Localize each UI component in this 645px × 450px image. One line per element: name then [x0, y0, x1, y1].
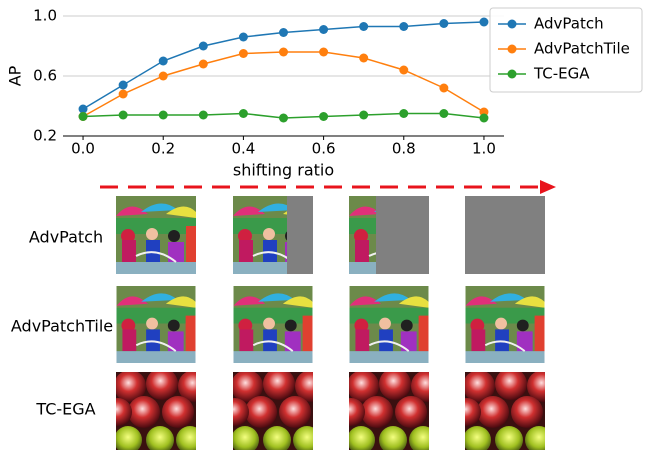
data-point: [239, 109, 248, 118]
data-point: [279, 114, 288, 123]
legend: AdvPatch AdvPatchTile TC-EGA: [490, 8, 642, 92]
x-tick-label: 1.0: [472, 140, 496, 158]
data-point: [399, 22, 408, 31]
data-point: [199, 42, 208, 51]
data-point: [119, 81, 128, 90]
data-point: [159, 72, 168, 81]
line-chart: 0.2 0.6 1.0 0.0 0.2 0.4 0.6 0.8 1.0 shifting rati…: [6, 7, 643, 180]
data-point: [399, 66, 408, 75]
legend-label: AdvPatch: [534, 15, 604, 33]
image-grid: AdvPatch AdvPatchTile TC-EGA: [11, 196, 559, 450]
y-tick-label: 0.2: [33, 127, 57, 145]
legend-marker: [508, 45, 517, 54]
legend-marker: [508, 20, 517, 29]
data-point: [439, 19, 448, 28]
y-axis-label: AP: [6, 65, 25, 86]
data-point: [239, 33, 248, 42]
data-point: [159, 57, 168, 66]
data-point: [439, 109, 448, 118]
data-point: [279, 28, 288, 37]
x-tick-label: 0.6: [312, 140, 336, 158]
data-point: [359, 54, 368, 63]
x-tick-label: 0.4: [231, 140, 255, 158]
data-point: [319, 48, 328, 57]
data-point: [479, 18, 488, 27]
data-point: [239, 49, 248, 58]
row-label: AdvPatch: [29, 228, 103, 247]
data-point: [439, 84, 448, 93]
series-line: [83, 52, 484, 117]
row-label: AdvPatchTile: [11, 317, 113, 336]
data-point: [159, 111, 168, 120]
legend-label: TC-EGA: [533, 65, 590, 83]
data-point: [319, 25, 328, 34]
data-point: [119, 90, 128, 99]
data-point: [359, 22, 368, 31]
data-point: [479, 114, 488, 123]
data-point: [359, 111, 368, 120]
data-point: [79, 112, 88, 121]
data-point: [319, 112, 328, 121]
y-tick-label: 0.6: [33, 67, 57, 85]
legend-marker: [508, 70, 517, 79]
data-point: [119, 111, 128, 120]
shift-arrow: [100, 180, 556, 194]
data-point: [199, 111, 208, 120]
x-axis-label: shifting ratio: [233, 161, 334, 180]
figure: 0.2 0.6 1.0 0.0 0.2 0.4 0.6 0.8 1.0 shifting rati…: [0, 0, 645, 450]
x-tick-label: 0.0: [71, 140, 95, 158]
row-label: TC-EGA: [35, 400, 95, 419]
data-point: [399, 109, 408, 118]
x-tick-label: 0.2: [151, 140, 175, 158]
data-point: [199, 60, 208, 69]
legend-label: AdvPatchTile: [534, 40, 630, 58]
data-point: [279, 48, 288, 57]
x-tick-label: 0.8: [392, 140, 416, 158]
y-tick-label: 1.0: [33, 7, 57, 25]
